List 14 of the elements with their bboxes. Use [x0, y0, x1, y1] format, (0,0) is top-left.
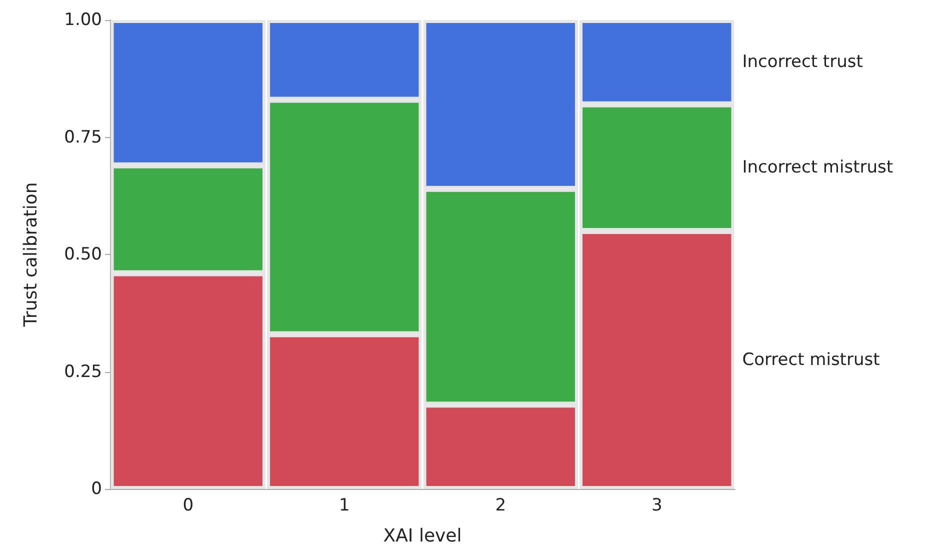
y-tick-label: 0.75	[64, 127, 102, 148]
y-tick-label: 0	[91, 479, 102, 499]
y-axis-title: Trust calibration	[20, 182, 42, 328]
x-tick-label: 2	[495, 496, 506, 516]
series-label: Incorrect trust	[742, 52, 864, 72]
y-tick-label: 1.00	[64, 10, 102, 30]
y-tick-label: 0.25	[64, 362, 102, 382]
x-tick-label: 1	[338, 496, 350, 516]
series-label: Correct mistrust	[742, 350, 880, 370]
y-tick-label: 0.50	[64, 244, 102, 264]
x-axis-title: XAI level	[383, 526, 462, 546]
x-tick-label: 3	[651, 496, 662, 516]
x-tick-label: 0	[182, 496, 194, 516]
series-label: Incorrect mistrust	[742, 158, 894, 178]
